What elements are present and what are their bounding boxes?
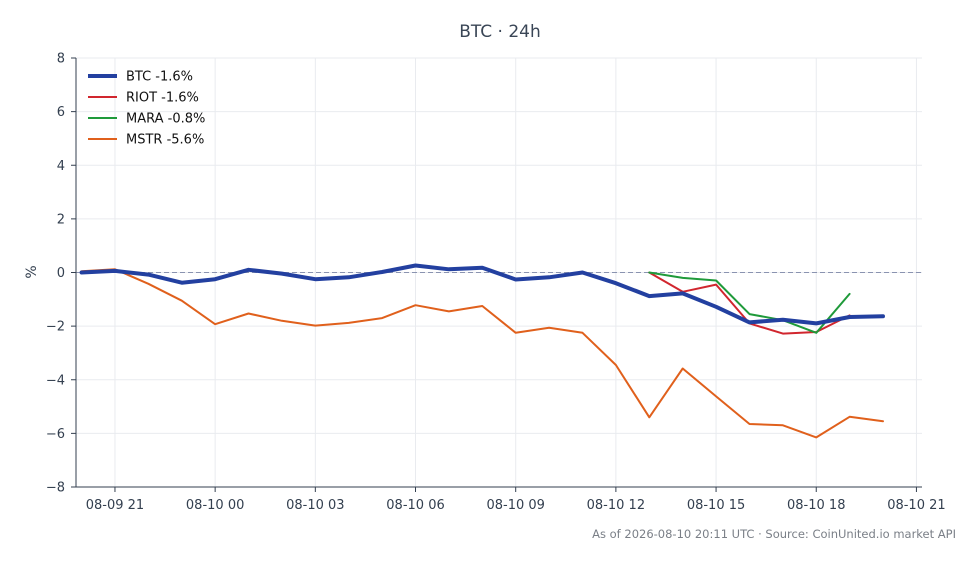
series-line-btc (79, 263, 885, 326)
x-tick-label: 08-09 21 (86, 498, 144, 513)
x-tick-label: 08-10 00 (186, 498, 244, 513)
tick-labels: −8 −6 −4 −2 0 2 4 6 8 08-09 21 08-10 00 08-10 03 08-… (46, 52, 946, 514)
x-tick-label: 08-10 18 (787, 498, 845, 513)
y-tick-label: 2 (57, 212, 65, 227)
y-tick-label: 0 (57, 266, 65, 281)
series-lines (79, 263, 885, 439)
y-tick-label: −2 (46, 320, 65, 335)
x-tick-label: 08-10 06 (386, 498, 444, 513)
x-tick-label: 08-10 03 (286, 498, 344, 513)
y-tick-label: 6 (57, 105, 65, 120)
y-tick-label: −4 (46, 373, 65, 388)
x-tick-label: 08-10 09 (486, 498, 544, 513)
y-axis-label: % (24, 265, 40, 278)
axes (71, 57, 922, 492)
x-tick-label: 08-10 21 (887, 498, 945, 513)
series-line-mara (648, 271, 851, 334)
y-tick-label: −8 (46, 481, 65, 496)
y-tick-label: 4 (57, 159, 65, 174)
legend-entry-riot: RIOT -1.6% (126, 91, 199, 106)
legend: BTC -1.6% RIOT -1.6% MARA -0.8% MSTR -5.6% (88, 70, 205, 148)
legend-entry-mstr: MSTR -5.6% (126, 133, 204, 148)
x-tick-label: 08-10 15 (687, 498, 745, 513)
y-tick-label: −6 (46, 427, 65, 442)
x-tick-label: 08-10 12 (587, 498, 645, 513)
legend-entry-btc: BTC -1.6% (126, 70, 193, 85)
series-line-mstr (80, 268, 884, 439)
chart-title: BTC · 24h (459, 22, 541, 42)
footer-source-note: As of 2026-08-10 20:11 UTC · Source: Coi… (592, 527, 956, 541)
legend-entry-mara: MARA -0.8% (126, 112, 205, 127)
y-tick-label: 8 (57, 52, 65, 67)
